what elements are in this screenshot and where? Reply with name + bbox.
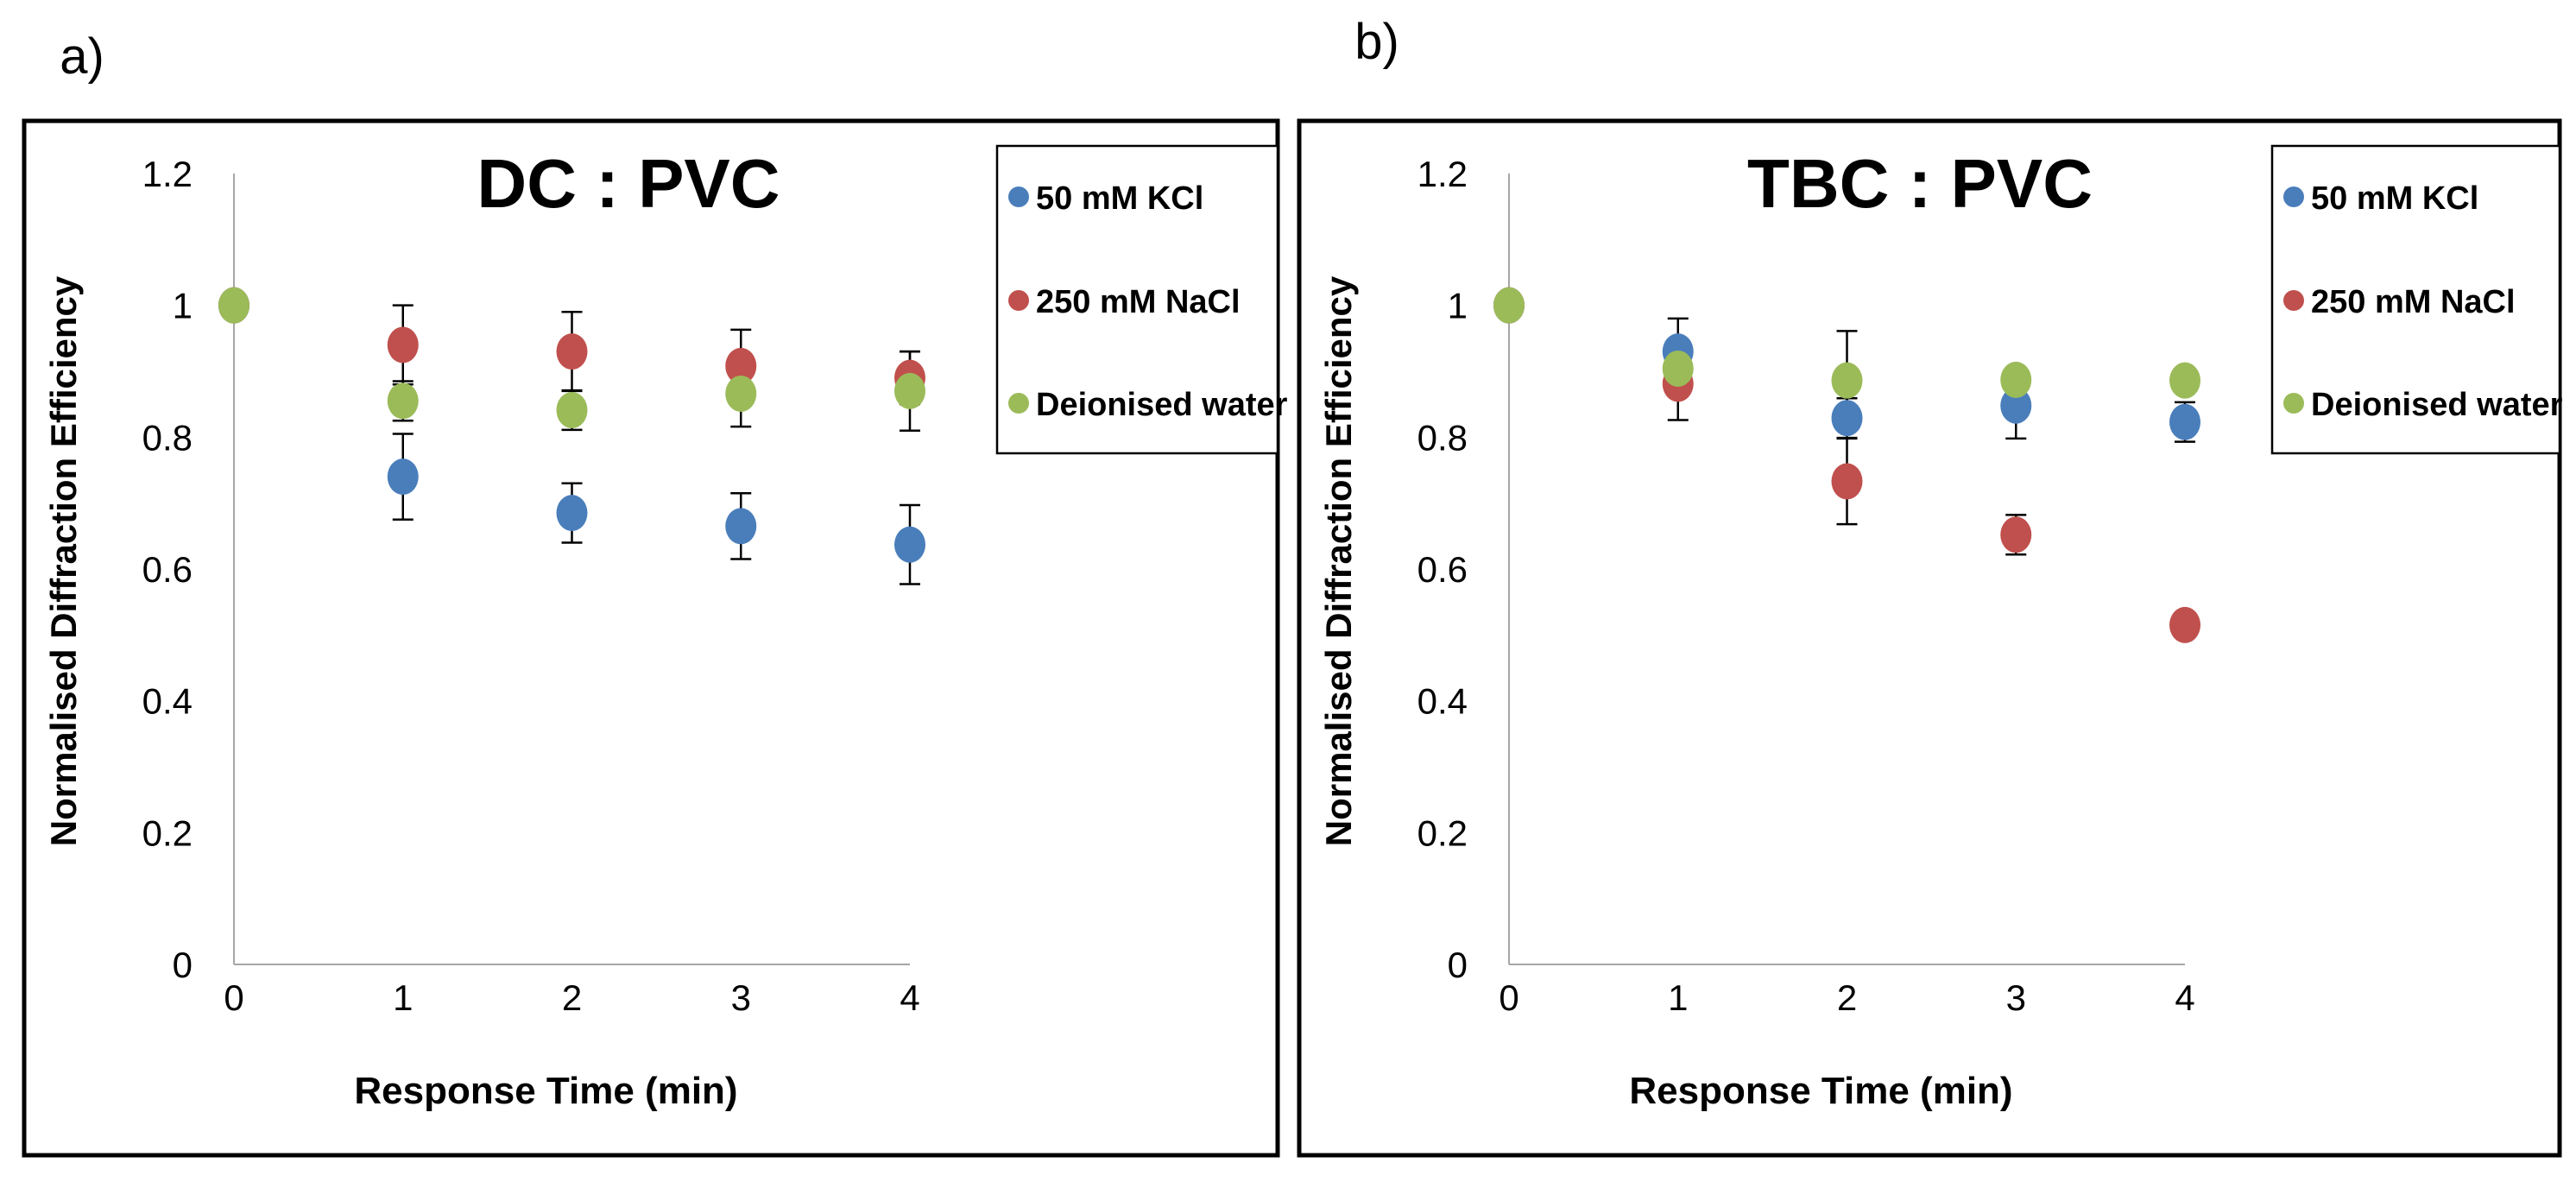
y-axis-title: Normalised Diffraction Efficiency bbox=[1318, 275, 1359, 846]
data-point bbox=[2169, 403, 2200, 440]
data-point bbox=[2000, 387, 2032, 424]
data-point bbox=[2000, 361, 2032, 398]
legend bbox=[2270, 144, 2561, 455]
data-point bbox=[556, 495, 588, 532]
legend-marker bbox=[2283, 290, 2304, 311]
y-tick-label: 0.2 bbox=[142, 812, 193, 853]
x-tick-label: 3 bbox=[2006, 977, 2026, 1018]
data-point bbox=[2169, 606, 2200, 643]
y-tick-label: 0.4 bbox=[1417, 681, 1468, 722]
data-point bbox=[556, 333, 588, 370]
y-tick-label: 1.2 bbox=[1417, 154, 1468, 194]
x-tick-label: 0 bbox=[224, 977, 243, 1018]
x-tick-label: 1 bbox=[393, 977, 413, 1018]
y-tick-label: 1 bbox=[173, 286, 193, 326]
y-tick-label: 0.2 bbox=[1417, 812, 1468, 853]
data-point bbox=[218, 287, 249, 324]
x-tick-label: 2 bbox=[562, 977, 582, 1018]
chart-title: DC : PVC bbox=[477, 145, 780, 222]
legend bbox=[995, 144, 1279, 455]
y-tick-label: 0.6 bbox=[142, 549, 193, 590]
data-point bbox=[1493, 287, 1525, 324]
legend-marker bbox=[1008, 186, 1029, 207]
chart-panel-b: b) 0 0.2 0.4 0.6 0.8 1 1.2 0 1 2 3 4 Response Time (m… bbox=[1297, 14, 2563, 1158]
panel-label: b) bbox=[1354, 14, 1399, 70]
x-tick-label: 4 bbox=[2175, 977, 2194, 1018]
y-tick-label: 1 bbox=[1448, 286, 1468, 326]
data-point bbox=[2169, 362, 2200, 399]
data-point bbox=[1831, 463, 1863, 500]
x-axis-title: Response Time (min) bbox=[1629, 1070, 2012, 1112]
y-tick-label: 0 bbox=[173, 945, 193, 985]
data-point bbox=[387, 326, 419, 363]
legend-marker bbox=[1008, 290, 1029, 311]
data-point bbox=[556, 392, 588, 429]
data-point bbox=[387, 458, 419, 496]
data-point bbox=[725, 508, 757, 545]
x-tick-label: 2 bbox=[1837, 977, 1857, 1018]
series-points bbox=[218, 287, 925, 429]
y-axis-title: Normalised Diffraction Efficiency bbox=[43, 275, 84, 846]
y-tick-label: 0.4 bbox=[142, 681, 193, 722]
series-points bbox=[1493, 287, 2200, 399]
data-point bbox=[894, 372, 925, 409]
data-point bbox=[2000, 516, 2032, 553]
data-point bbox=[1662, 350, 1694, 387]
legend-marker bbox=[1008, 393, 1029, 414]
y-tick-label: 0.6 bbox=[1417, 549, 1468, 590]
x-axis-title: Response Time (min) bbox=[354, 1070, 737, 1112]
legend-label: 50 mM KCl bbox=[1036, 180, 1203, 217]
x-tick-label: 0 bbox=[1499, 977, 1518, 1018]
chart-panel-a: a) 0 0.2 0.4 0.6 0.8 1 1.2 0 1 2 3 4 Response Time (m… bbox=[22, 28, 1288, 1158]
chart-title: TBC : PVC bbox=[1747, 145, 2093, 222]
data-point bbox=[1831, 362, 1863, 399]
x-tick-label: 3 bbox=[731, 977, 751, 1018]
legend-marker bbox=[2283, 186, 2304, 207]
x-tick-label: 4 bbox=[900, 977, 919, 1018]
y-tick-label: 1.2 bbox=[142, 154, 193, 194]
legend-label: 250 mM NaCl bbox=[1036, 284, 1241, 320]
legend-label: Deionised water bbox=[1036, 387, 1288, 423]
legend-label: 250 mM NaCl bbox=[2311, 284, 2516, 320]
legend-label: Deionised water bbox=[2311, 387, 2563, 423]
series-points bbox=[218, 287, 925, 563]
data-point bbox=[1831, 400, 1863, 437]
y-tick-label: 0.8 bbox=[1417, 417, 1468, 458]
data-point bbox=[725, 375, 757, 412]
x-tick-label: 1 bbox=[1668, 977, 1688, 1018]
y-tick-label: 0.8 bbox=[142, 417, 193, 458]
legend-label: 50 mM KCl bbox=[2311, 180, 2478, 217]
panel-label: a) bbox=[60, 28, 104, 85]
data-point bbox=[387, 382, 419, 420]
data-point bbox=[894, 526, 925, 563]
legend-marker bbox=[2283, 393, 2304, 414]
data-point bbox=[725, 347, 757, 384]
y-tick-label: 0 bbox=[1448, 945, 1468, 985]
